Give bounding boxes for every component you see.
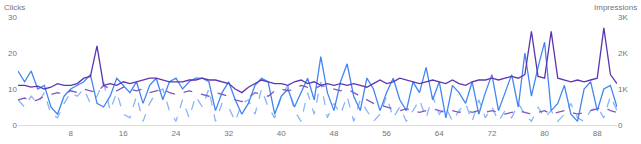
svg-text:1K: 1K (618, 85, 628, 94)
svg-text:24: 24 (172, 129, 181, 138)
svg-text:88: 88 (593, 129, 602, 138)
svg-text:Clicks: Clicks (4, 3, 25, 12)
svg-text:30: 30 (8, 13, 17, 22)
svg-text:Impressions: Impressions (594, 3, 637, 12)
svg-text:10: 10 (8, 85, 17, 94)
svg-text:8: 8 (68, 129, 73, 138)
svg-text:72: 72 (487, 129, 496, 138)
svg-text:64: 64 (435, 129, 444, 138)
svg-text:48: 48 (330, 129, 339, 138)
svg-text:20: 20 (8, 49, 17, 58)
svg-text:0: 0 (13, 121, 18, 130)
svg-text:40: 40 (277, 129, 286, 138)
svg-text:3K: 3K (618, 13, 628, 22)
svg-text:16: 16 (119, 129, 128, 138)
svg-text:56: 56 (382, 129, 391, 138)
svg-text:32: 32 (224, 129, 233, 138)
svg-text:2K: 2K (618, 49, 628, 58)
svg-text:0: 0 (618, 121, 623, 130)
svg-text:80: 80 (540, 129, 549, 138)
